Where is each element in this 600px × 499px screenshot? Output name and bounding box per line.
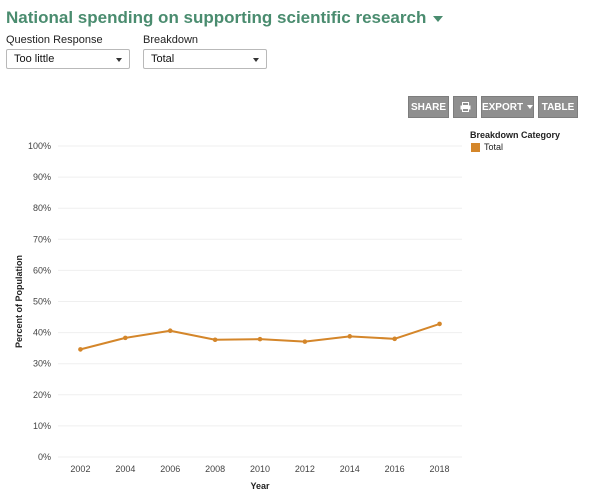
data-point[interactable] — [257, 336, 263, 342]
x-tick-label: 2018 — [430, 464, 450, 474]
y-tick-label: 0% — [38, 452, 51, 462]
legend-item-label: Total — [484, 142, 504, 152]
chevron-down-icon — [527, 105, 534, 109]
breakdown-select[interactable]: Total — [143, 49, 267, 69]
breakdown-label: Breakdown — [143, 34, 199, 46]
x-tick-label: 2010 — [250, 464, 270, 474]
y-tick-label: 10% — [33, 421, 51, 431]
page-title: National spending on supporting scientif… — [6, 8, 427, 27]
x-axis-title: Year — [250, 481, 270, 491]
question-response-value: Too little — [14, 53, 55, 65]
question-response-select[interactable]: Too little — [6, 49, 130, 69]
legend-title: Breakdown Category — [470, 130, 561, 140]
x-tick-label: 2006 — [160, 464, 180, 474]
y-tick-label: 60% — [33, 265, 51, 275]
y-tick-label: 100% — [28, 141, 51, 151]
share-label: SHARE — [410, 101, 446, 113]
y-tick-label: 70% — [33, 234, 51, 244]
y-axis-ticks: 0% 10% 20% 30% 40% 50% 60% 70% 80% 90% 100% — [28, 141, 51, 462]
x-tick-label: 2004 — [115, 464, 135, 474]
grid-lines — [58, 145, 462, 458]
breakdown-value: Total — [151, 53, 175, 65]
x-tick-label: 2016 — [385, 464, 405, 474]
export-label: EXPORT — [481, 101, 524, 113]
printer-icon — [460, 102, 470, 112]
y-tick-label: 90% — [33, 172, 51, 182]
chevron-down-icon — [253, 58, 259, 62]
y-axis-title: Percent of Population — [14, 255, 24, 348]
question-response-label: Question Response — [6, 34, 103, 46]
data-point[interactable] — [392, 336, 397, 342]
table-label: TABLE — [541, 101, 575, 113]
y-tick-label: 80% — [33, 203, 51, 213]
table-button[interactable]: TABLE — [538, 96, 578, 118]
data-point[interactable] — [347, 334, 353, 339]
series-total — [78, 321, 442, 352]
x-tick-label: 2008 — [205, 464, 225, 474]
chart-title-dropdown[interactable]: National spending on supporting scientif… — [6, 8, 444, 28]
data-point[interactable] — [123, 335, 128, 341]
series-line — [80, 322, 440, 351]
data-point[interactable] — [167, 328, 173, 334]
data-point[interactable] — [78, 347, 83, 352]
x-tick-label: 2014 — [340, 464, 360, 474]
y-tick-label: 40% — [33, 328, 51, 338]
data-point[interactable] — [437, 321, 442, 327]
chevron-down-icon — [116, 58, 122, 62]
x-tick-label: 2002 — [70, 464, 90, 474]
y-tick-label: 50% — [33, 297, 51, 307]
share-button[interactable]: SHARE — [408, 96, 449, 118]
print-button[interactable] — [453, 96, 477, 118]
y-tick-label: 20% — [33, 390, 51, 400]
legend-swatch — [471, 142, 480, 152]
export-button[interactable]: EXPORT — [481, 96, 534, 118]
legend-item-total[interactable]: Total — [471, 142, 503, 152]
chevron-down-icon — [433, 16, 444, 22]
data-point[interactable] — [302, 339, 308, 344]
data-point[interactable] — [212, 337, 218, 343]
x-tick-label: 2012 — [295, 464, 315, 474]
y-tick-label: 30% — [33, 359, 51, 369]
x-axis-ticks: 2002 2004 2006 2008 2010 2012 2014 2016 2018 — [70, 464, 449, 474]
